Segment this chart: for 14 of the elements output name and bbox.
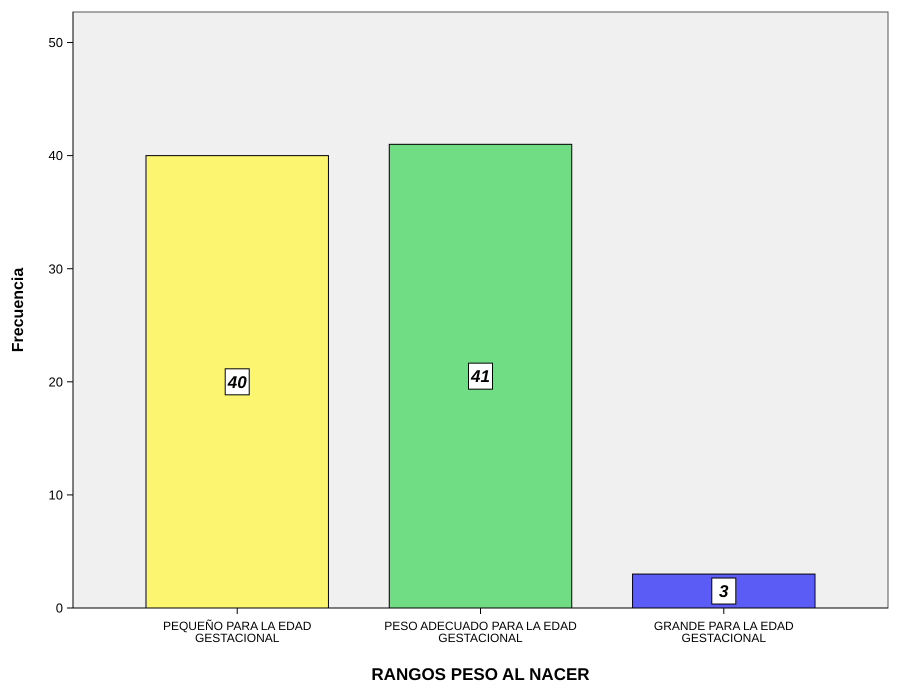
y-tick-label: 40 <box>48 148 63 164</box>
y-tick-label: 50 <box>48 35 63 50</box>
y-axis-title: Frecuencia <box>10 268 27 352</box>
data-label: 3 <box>719 582 730 602</box>
y-tick-label: 10 <box>48 487 63 502</box>
y-tick-label: 0 <box>56 600 63 616</box>
y-tick-label: 20 <box>48 374 63 390</box>
y-tick-label: 30 <box>48 261 63 276</box>
x-tick-label: PEQUEÑO PARA LA EDAD GESTACIONAL <box>162 619 312 645</box>
x-tick-label: PESO ADECUADO PARA LA EDAD GESTACIONAL <box>384 619 578 645</box>
data-label: 41 <box>470 367 490 386</box>
x-tick-label: GRANDE PARA LA EDAD GESTACIONAL <box>654 619 794 645</box>
x-axis-title: RANGOS PESO AL NACER <box>371 665 590 684</box>
data-label: 40 <box>226 372 248 392</box>
